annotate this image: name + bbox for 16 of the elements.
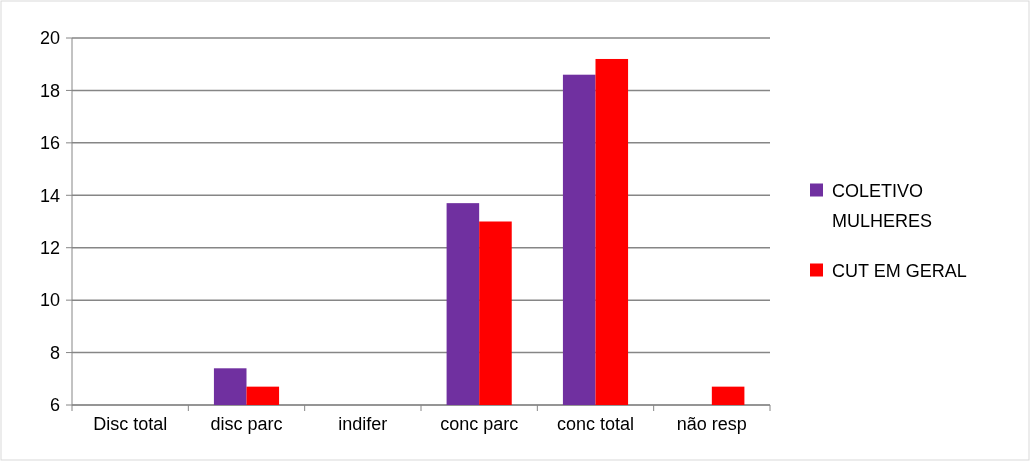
y-tick-label: 14 [39, 185, 60, 206]
x-tick-label: não resp [676, 414, 747, 434]
y-tick-label: 16 [39, 133, 60, 154]
y-tick-label: 18 [39, 80, 60, 101]
x-tick-label: disc parc [210, 414, 283, 434]
x-tick-label: conc total [556, 414, 635, 434]
legend-label: CUT EM GERAL [832, 260, 967, 281]
y-tick-label: 8 [49, 342, 60, 363]
legend-label: COLETIVO MULHERES [832, 180, 933, 231]
x-tick-label: Disc total [93, 414, 168, 434]
x-tick-label: indifer [338, 414, 388, 434]
x-tick-label: conc parc [440, 414, 519, 434]
y-tick-label: 12 [39, 238, 60, 259]
y-tick-label: 10 [39, 290, 60, 311]
y-tick-label: 20 [39, 28, 60, 49]
y-tick-label: 6 [49, 395, 60, 416]
